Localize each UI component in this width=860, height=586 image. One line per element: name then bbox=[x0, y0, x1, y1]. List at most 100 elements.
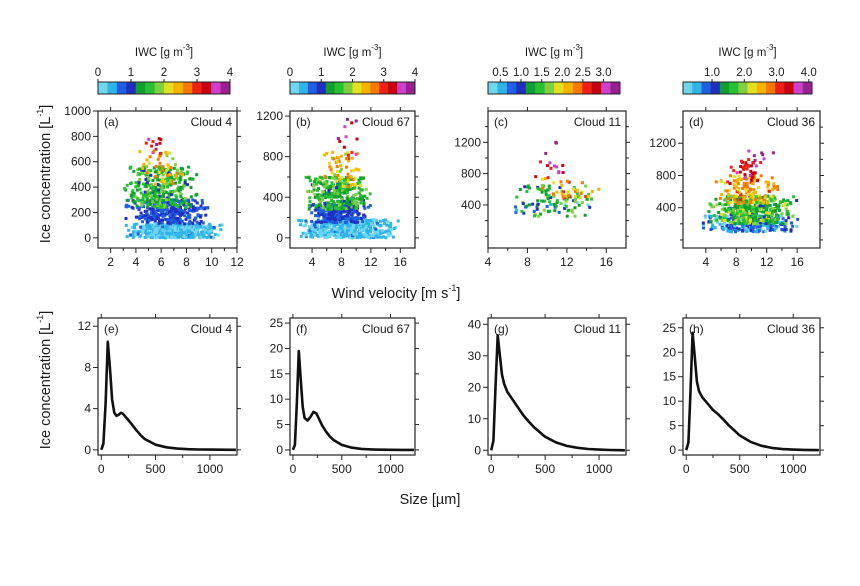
scatter-point bbox=[316, 196, 320, 200]
scatter-point bbox=[770, 207, 774, 211]
scatter-point bbox=[355, 206, 359, 210]
scatter-point bbox=[349, 183, 353, 187]
scatter-point bbox=[743, 176, 747, 180]
scatter-point bbox=[336, 215, 340, 219]
scatter-point bbox=[313, 177, 317, 181]
scatter-point bbox=[178, 218, 182, 222]
scatter-point bbox=[199, 235, 203, 239]
scatter-point bbox=[326, 217, 330, 221]
scatter-point bbox=[134, 185, 138, 189]
scatter-point bbox=[131, 189, 135, 193]
scatter-point bbox=[536, 187, 540, 191]
scatter-point bbox=[791, 224, 795, 228]
scatter-point bbox=[749, 228, 753, 232]
scatter-point bbox=[379, 235, 383, 239]
scatter-point bbox=[758, 225, 762, 229]
y-tick-label: 10 bbox=[270, 392, 284, 406]
scatter-point bbox=[779, 214, 783, 218]
scatter-point bbox=[155, 207, 159, 211]
scatter-point bbox=[350, 229, 354, 233]
colorbar-swatch bbox=[692, 82, 702, 94]
scatter-point bbox=[358, 197, 362, 201]
scatter-point bbox=[172, 215, 176, 219]
scatter-point bbox=[703, 215, 707, 219]
scatter-point bbox=[147, 137, 151, 141]
scatter-point bbox=[754, 164, 758, 168]
scatter-point bbox=[191, 177, 195, 181]
scatter-point bbox=[164, 178, 168, 182]
scatter-point bbox=[166, 231, 170, 235]
scatter-point bbox=[761, 204, 765, 208]
scatter-point bbox=[207, 222, 211, 226]
scatter-point bbox=[762, 223, 766, 227]
scatter-point bbox=[553, 209, 557, 213]
colorbar-swatch bbox=[497, 82, 508, 94]
scatter-point bbox=[389, 228, 393, 232]
scatter-point bbox=[357, 186, 361, 190]
scatter-point bbox=[319, 180, 323, 184]
scatter-point bbox=[767, 180, 771, 184]
scatter-point bbox=[145, 209, 149, 213]
scatter-point bbox=[304, 223, 308, 227]
scatter-point bbox=[546, 210, 550, 214]
scatter-point bbox=[343, 226, 347, 230]
scatter-point bbox=[761, 200, 765, 204]
scatter-point bbox=[150, 196, 154, 200]
scatter-point bbox=[162, 198, 166, 202]
scatter-point bbox=[131, 235, 135, 239]
bottom-x-axis-label: Size [µm] bbox=[400, 492, 461, 508]
scatter-point bbox=[762, 206, 766, 210]
scatter-point bbox=[337, 235, 341, 239]
scatter-point bbox=[154, 174, 158, 178]
plot-frame bbox=[487, 110, 627, 249]
scatter-point bbox=[335, 229, 339, 233]
scatter-point bbox=[732, 179, 736, 183]
cloud-name: Cloud 67 bbox=[362, 115, 410, 129]
plot-frame bbox=[682, 317, 821, 456]
scatter-point bbox=[590, 197, 594, 201]
scatter-point bbox=[358, 180, 362, 184]
scatter-point bbox=[356, 211, 360, 215]
scatter-point bbox=[326, 231, 330, 235]
colorbar-swatch bbox=[126, 82, 137, 94]
scatter-point bbox=[356, 220, 360, 224]
scatter-point bbox=[552, 164, 556, 168]
scatter-point bbox=[360, 233, 364, 237]
scatter-point bbox=[387, 227, 391, 231]
scatter-point bbox=[147, 176, 151, 180]
colorbar-swatch bbox=[154, 82, 165, 94]
scatter-point bbox=[384, 218, 388, 222]
colorbar-swatch bbox=[535, 82, 545, 94]
scatter-point bbox=[161, 182, 165, 186]
scatter-point bbox=[749, 195, 753, 199]
scatter-point bbox=[741, 222, 745, 226]
colorbar-swatch bbox=[325, 82, 336, 94]
scatter-point bbox=[174, 189, 178, 193]
scatter-point bbox=[151, 206, 155, 210]
scatter-point bbox=[133, 232, 137, 236]
scatter-point bbox=[185, 172, 189, 176]
scatter-point bbox=[324, 183, 328, 187]
colorbar-frame bbox=[487, 81, 621, 95]
scatter-point bbox=[522, 211, 526, 215]
scatter-point bbox=[762, 215, 766, 219]
scatter-point bbox=[546, 176, 550, 180]
y-tick-label: 12 bbox=[78, 319, 92, 333]
scatter-point bbox=[559, 180, 563, 184]
scatter-point bbox=[336, 137, 340, 141]
scatter-point bbox=[141, 197, 145, 201]
scatter-point bbox=[310, 211, 314, 215]
scatter-point bbox=[180, 209, 184, 213]
scatter-point bbox=[746, 192, 750, 196]
scatter-point bbox=[340, 206, 344, 210]
scatter-point bbox=[541, 186, 545, 190]
scatter-point bbox=[129, 233, 133, 237]
scatter-point bbox=[147, 194, 151, 198]
scatter-point bbox=[139, 234, 143, 238]
scatter-point bbox=[554, 140, 558, 144]
y-tick-label: 0 bbox=[84, 231, 91, 245]
scatter-point bbox=[141, 198, 145, 202]
scatter-point bbox=[758, 207, 762, 211]
